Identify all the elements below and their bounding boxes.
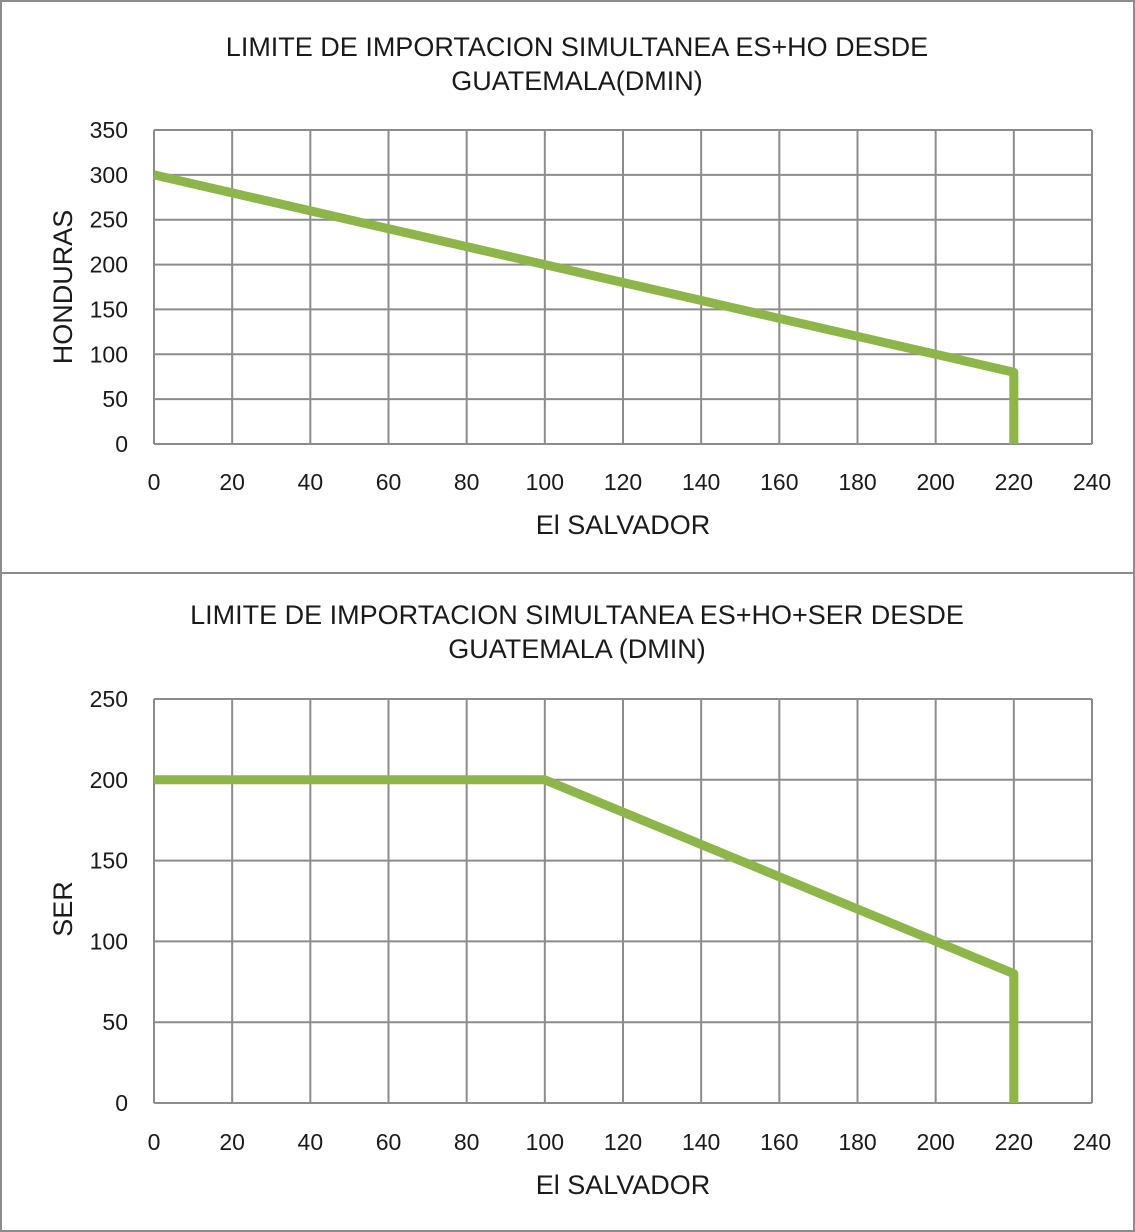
chart-subtitle: GUATEMALA (DMIN) — [448, 634, 706, 664]
x-tick-label: 100 — [526, 469, 564, 495]
chart-title: LIMITE DE IMPORTACION SIMULTANEA ES+HO D… — [226, 32, 928, 62]
x-tick-label: 220 — [995, 469, 1033, 495]
x-tick-label: 140 — [682, 1129, 720, 1155]
x-axis-label: El SALVADOR — [536, 1170, 711, 1200]
x-tick-label: 80 — [454, 469, 480, 495]
x-tick-label: 20 — [219, 1129, 245, 1155]
x-tick-label: 0 — [148, 1129, 161, 1155]
x-tick-label: 200 — [916, 469, 954, 495]
x-tick-label: 240 — [1073, 469, 1111, 495]
x-tick-label: 160 — [760, 469, 798, 495]
y-tick-label: 200 — [90, 252, 128, 278]
x-tick-label: 40 — [298, 1129, 324, 1155]
series-line — [154, 775, 1019, 1103]
chart-panel-es-ho: LIMITE DE IMPORTACION SIMULTANEA ES+HO D… — [0, 0, 1135, 576]
x-tick-label: 20 — [219, 469, 245, 495]
x-tick-label: 120 — [604, 1129, 642, 1155]
series-line — [152, 170, 1019, 444]
y-tick-label: 200 — [90, 767, 128, 793]
chart-es-ho: LIMITE DE IMPORTACION SIMULTANEA ES+HO D… — [48, 32, 1111, 540]
x-tick-label: 120 — [604, 469, 642, 495]
x-tick-label: 60 — [376, 469, 402, 495]
y-tick-label: 250 — [90, 207, 128, 233]
y-axis-label: HONDURAS — [48, 210, 78, 365]
y-tick-label: 0 — [115, 1090, 128, 1116]
chart-subtitle: GUATEMALA(DMIN) — [451, 66, 703, 96]
x-tick-label: 100 — [526, 1129, 564, 1155]
y-tick-label: 350 — [90, 117, 128, 143]
y-tick-label: 150 — [90, 848, 128, 874]
x-tick-label: 80 — [454, 1129, 480, 1155]
x-tick-label: 200 — [916, 1129, 954, 1155]
y-tick-label: 0 — [115, 431, 128, 457]
x-tick-label: 60 — [376, 1129, 402, 1155]
x-axis-label: El SALVADOR — [536, 510, 711, 540]
y-tick-label: 150 — [90, 296, 128, 322]
chart-es-ho-ser: LIMITE DE IMPORTACION SIMULTANEA ES+HO+S… — [48, 600, 1111, 1200]
y-tick-label: 50 — [102, 1009, 128, 1035]
x-tick-label: 220 — [995, 1129, 1033, 1155]
x-tick-label: 0 — [148, 469, 161, 495]
x-tick-label: 180 — [838, 469, 876, 495]
y-axis-label: SER — [48, 881, 78, 937]
chart-panel-es-ho-ser: LIMITE DE IMPORTACION SIMULTANEA ES+HO+S… — [0, 572, 1135, 1232]
y-tick-label: 100 — [90, 341, 128, 367]
y-tick-label: 250 — [90, 686, 128, 712]
x-tick-label: 180 — [838, 1129, 876, 1155]
y-tick-label: 50 — [102, 386, 128, 412]
x-tick-label: 160 — [760, 1129, 798, 1155]
chart-title: LIMITE DE IMPORTACION SIMULTANEA ES+HO+S… — [190, 600, 964, 630]
x-tick-label: 140 — [682, 469, 720, 495]
y-tick-label: 300 — [90, 162, 128, 188]
x-tick-label: 240 — [1073, 1129, 1111, 1155]
x-tick-label: 40 — [298, 469, 324, 495]
y-tick-label: 100 — [90, 928, 128, 954]
